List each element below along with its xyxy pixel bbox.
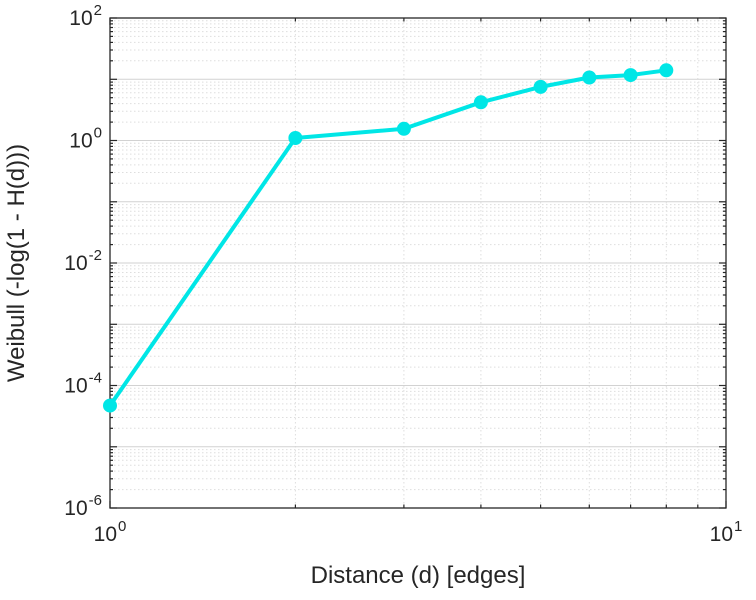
y-tick-label: 10-2	[64, 247, 102, 275]
plot-box	[109, 17, 727, 509]
y-axis-label: Weibull (-log(1 - H(d)))	[3, 143, 30, 383]
data-point	[288, 131, 303, 145]
y-tick-label: 10-4	[64, 370, 102, 398]
data-point	[396, 121, 411, 136]
data-markers	[103, 63, 674, 413]
x-tick-label: 100	[94, 518, 127, 546]
y-tick-label: 10-6	[64, 492, 102, 520]
major-gridlines	[110, 78, 726, 448]
data-point	[659, 63, 674, 78]
y-tick-label: 100	[69, 125, 102, 153]
data-point	[582, 70, 597, 85]
data-line	[108, 68, 669, 408]
y-tick-label: 102	[69, 2, 102, 30]
data-point	[473, 95, 488, 110]
data-point	[623, 68, 638, 83]
x-tick-label: 101	[710, 518, 743, 546]
data-point	[103, 398, 117, 413]
data-point	[533, 79, 548, 94]
x-axis-label: Distance (d) [edges]	[310, 562, 526, 589]
